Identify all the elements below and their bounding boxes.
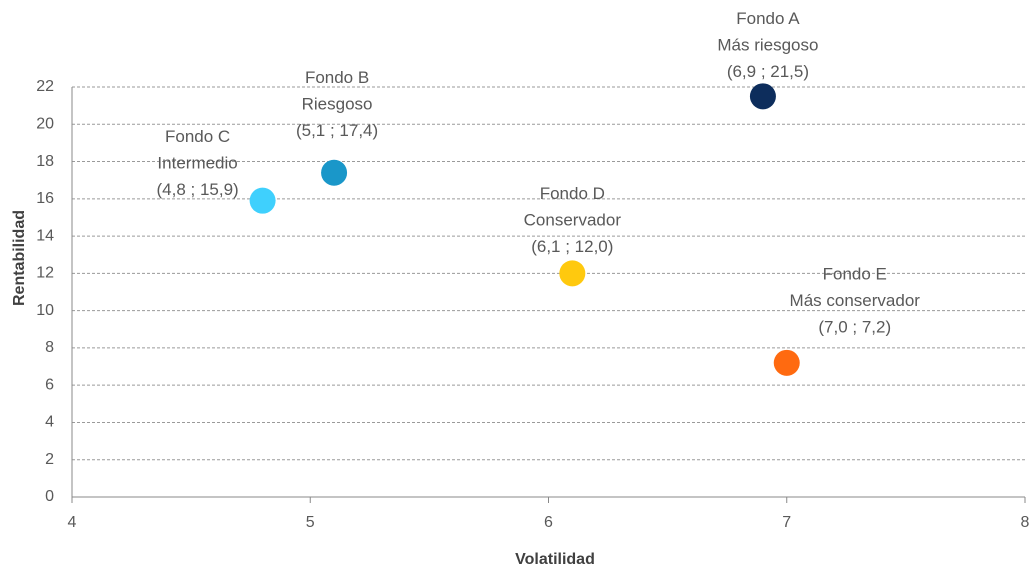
- point-label: Fondo D: [540, 184, 605, 203]
- point-label: Fondo C: [165, 127, 230, 146]
- y-tick-label: 8: [45, 339, 54, 356]
- point-label: Conservador: [524, 210, 622, 229]
- point: [749, 83, 776, 110]
- point: [773, 349, 800, 376]
- point-label: (6,9 ; 21,5): [727, 62, 809, 81]
- point: [249, 187, 276, 214]
- point-label: (7,0 ; 7,2): [818, 317, 891, 336]
- y-tick-label: 12: [36, 265, 54, 282]
- y-tick-label: 4: [45, 414, 54, 431]
- y-tick-label: 20: [36, 115, 54, 132]
- y-tick-label: 18: [36, 153, 54, 170]
- point-label: (5,1 ; 17,4): [296, 121, 378, 140]
- y-tick-label: 2: [45, 451, 54, 468]
- point: [559, 260, 586, 287]
- x-tick-label: 5: [306, 514, 315, 531]
- y-tick-label: 16: [36, 190, 54, 207]
- x-tick-label: 4: [68, 514, 77, 531]
- y-tick-label: 22: [36, 78, 54, 95]
- x-tick-label: 8: [1021, 514, 1030, 531]
- point-label: Más riesgoso: [717, 35, 818, 54]
- y-tick-label: 6: [45, 376, 54, 393]
- point-label: (4,8 ; 15,9): [156, 180, 238, 199]
- point-label: Intermedio: [157, 154, 237, 173]
- y-axis-title: Rentabilidad: [11, 210, 28, 306]
- y-tick-label: 0: [45, 488, 54, 505]
- point: [321, 159, 348, 186]
- point-label: Fondo A: [736, 9, 800, 28]
- x-tick-label: 7: [782, 514, 791, 531]
- point-label: Fondo B: [305, 68, 369, 87]
- point-label: Riesgoso: [302, 95, 373, 114]
- x-tick-label: 6: [544, 514, 553, 531]
- point-label: Más conservador: [790, 291, 921, 310]
- x-axis-title: Volatilidad: [515, 551, 595, 568]
- point-label: Fondo E: [823, 264, 887, 283]
- y-tick-label: 10: [36, 302, 54, 319]
- y-tick-label: 14: [36, 227, 54, 244]
- point-label: (6,1 ; 12,0): [531, 237, 613, 256]
